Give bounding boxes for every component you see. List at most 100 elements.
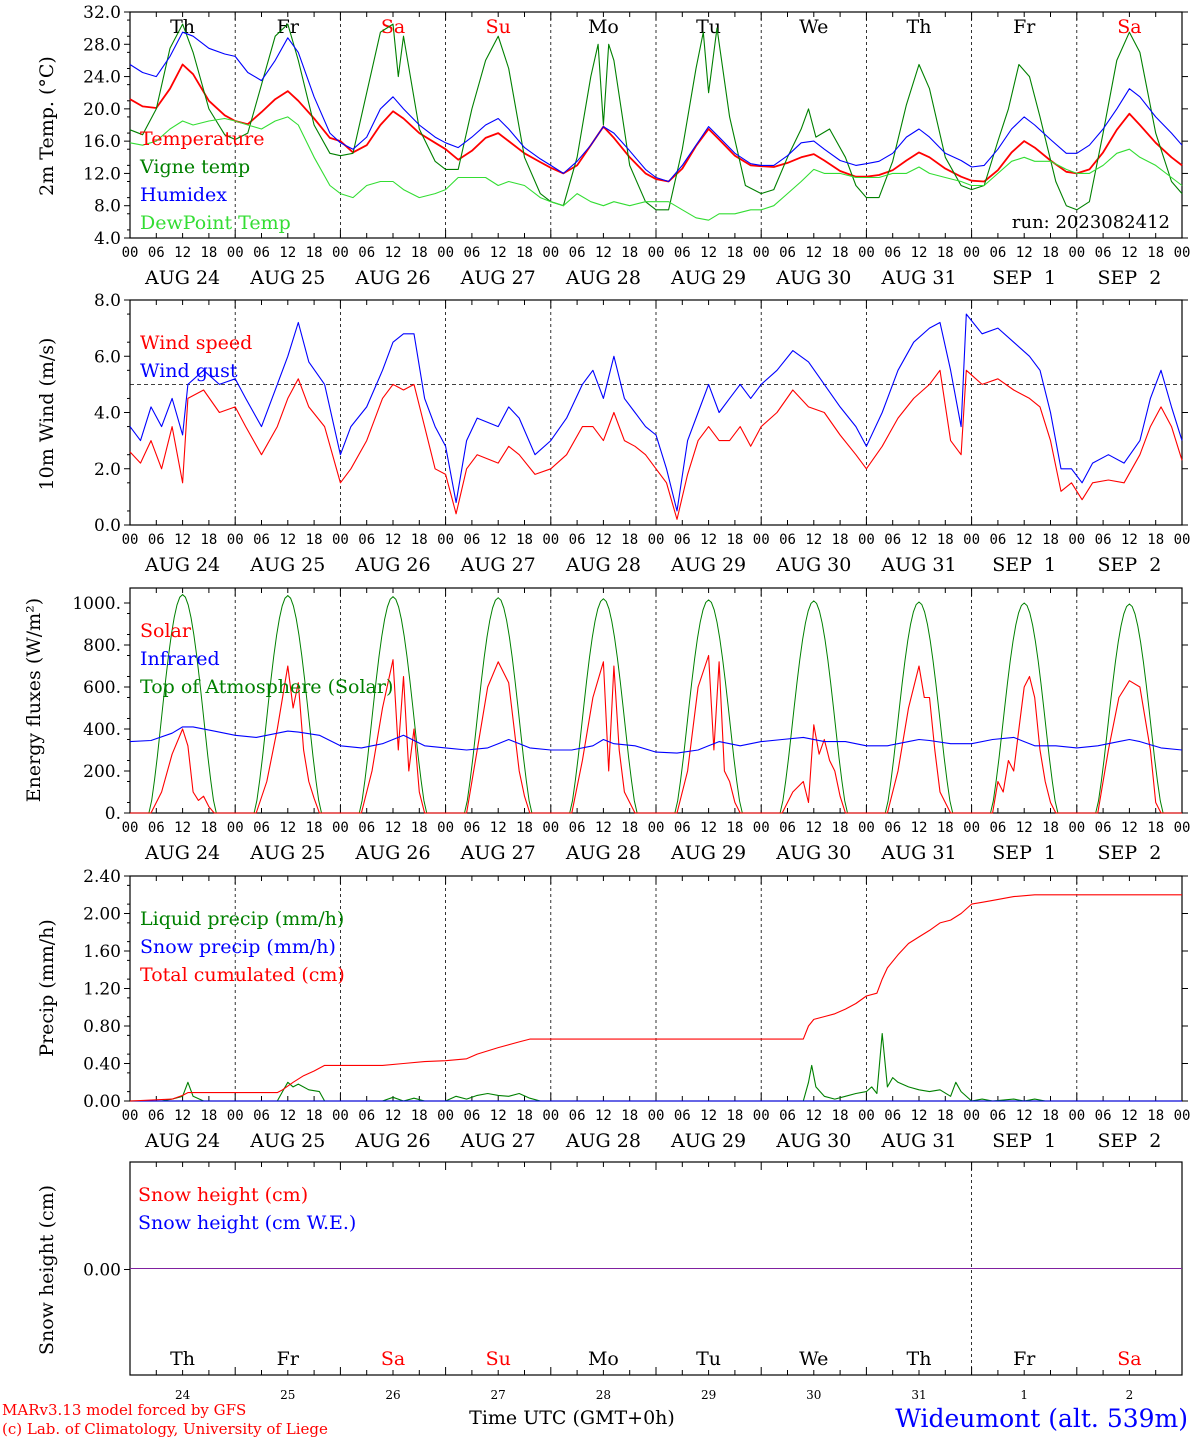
hour-label: 12 <box>490 532 507 548</box>
date-label: SEP 2 <box>1097 267 1161 289</box>
hour-label: 06 <box>1095 1108 1112 1124</box>
wind-legend-speed: Wind speed <box>140 332 252 354</box>
hour-label: 18 <box>832 1108 849 1124</box>
hour-label: 12 <box>805 1108 822 1124</box>
hour-label: 06 <box>358 820 375 836</box>
hour-label: 12 <box>279 820 296 836</box>
y-tick-label: 800. <box>83 636 121 656</box>
hour-label: 12 <box>174 245 191 261</box>
hour-label: 12 <box>805 820 822 836</box>
hour-label: 06 <box>569 820 586 836</box>
hour-label: 06 <box>253 1108 270 1124</box>
date-label: AUG 30 <box>775 1130 851 1152</box>
hour-label: 00 <box>858 245 875 261</box>
snow-legend-we: Snow height (cm W.E.) <box>138 1212 356 1234</box>
hour-label: 00 <box>332 532 349 548</box>
hour-label: 00 <box>1068 1108 1085 1124</box>
hour-label: 12 <box>490 245 507 261</box>
series-line-wind-speed <box>129 369 1183 520</box>
hour-label: 12 <box>385 532 402 548</box>
hour-label: 00 <box>332 1108 349 1124</box>
hour-label: 06 <box>674 1108 691 1124</box>
y-tick-label: 1.60 <box>83 942 121 962</box>
hour-label: 18 <box>516 532 533 548</box>
y-tick-label: 400. <box>83 720 121 740</box>
weekday-label: Th <box>170 1348 195 1370</box>
weekday-label: Tu <box>696 16 721 38</box>
y-tick-label: 8.0 <box>94 197 121 217</box>
hour-label: 12 <box>700 532 717 548</box>
day-number-label: 2 <box>1126 1388 1134 1402</box>
date-label: AUG 28 <box>565 1130 641 1152</box>
hour-label: 06 <box>569 532 586 548</box>
date-label: SEP 1 <box>992 554 1056 576</box>
series-line-total-cumulated-cm <box>129 894 1182 1102</box>
hour-label: 06 <box>463 532 480 548</box>
hour-label: 00 <box>542 1108 559 1124</box>
date-label: AUG 26 <box>354 842 430 864</box>
weekday-label: We <box>799 16 828 38</box>
hour-label: 12 <box>700 820 717 836</box>
hour-label: 00 <box>858 820 875 836</box>
hour-label: 18 <box>306 820 323 836</box>
weekday-label: Fr <box>277 1348 300 1370</box>
hour-label: 06 <box>674 820 691 836</box>
hour-label: 12 <box>911 820 928 836</box>
precip-axis-title: Precip (mm/h) <box>36 919 58 1057</box>
date-label: SEP 2 <box>1097 842 1161 864</box>
date-label: AUG 25 <box>249 554 325 576</box>
hour-label: 06 <box>1095 820 1112 836</box>
y-tick-label: 1.20 <box>83 980 121 1000</box>
date-label: AUG 27 <box>460 842 536 864</box>
day-number-label: 1 <box>1020 1388 1028 1402</box>
date-label: AUG 29 <box>670 554 746 576</box>
date-label: AUG 31 <box>880 1130 956 1152</box>
hour-label: 18 <box>726 532 743 548</box>
hour-label: 06 <box>779 245 796 261</box>
hour-label: 18 <box>832 820 849 836</box>
hour-label: 06 <box>253 532 270 548</box>
hour-label: 12 <box>490 1108 507 1124</box>
wind-legend-gust: Wind gust <box>140 360 238 382</box>
hour-label: 12 <box>595 820 612 836</box>
hour-label: 06 <box>779 532 796 548</box>
hour-label: 00 <box>122 532 139 548</box>
hour-label: 00 <box>753 245 770 261</box>
hour-label: 06 <box>148 532 165 548</box>
hour-label: 18 <box>200 1108 217 1124</box>
hour-label: 18 <box>1042 1108 1059 1124</box>
hour-label: 00 <box>437 245 454 261</box>
hour-label: 18 <box>937 1108 954 1124</box>
weekday-label: Fr <box>1013 1348 1036 1370</box>
weekday-label: Fr <box>1013 16 1036 38</box>
hour-label: 18 <box>726 245 743 261</box>
day-number-label: 30 <box>806 1388 821 1402</box>
hour-label: 00 <box>753 532 770 548</box>
hour-label: 00 <box>542 820 559 836</box>
hour-label: 00 <box>858 532 875 548</box>
energy-panel: 0. 200. 400. 600. 800. 1000. 00 06 12 18 AUG 24 00 0… <box>72 587 1190 864</box>
date-label: AUG 25 <box>249 1130 325 1152</box>
run-label: run: 2023082412 <box>1012 212 1170 233</box>
hour-label: 12 <box>1121 1108 1138 1124</box>
hour-label: 06 <box>463 820 480 836</box>
y-tick-label: 16.0 <box>83 132 121 152</box>
weekday-label: We <box>799 1348 828 1370</box>
hour-label: 00 <box>1068 820 1085 836</box>
model-credit: MARv3.13 model forced by GFS <box>2 1401 246 1419</box>
hour-label: 00 <box>858 1108 875 1124</box>
hour-label: 00 <box>648 245 665 261</box>
hour-label: 00 <box>648 1108 665 1124</box>
hour-label: 06 <box>674 245 691 261</box>
hour-label: 12 <box>490 820 507 836</box>
y-tick-label: 12.0 <box>83 164 121 184</box>
date-label: AUG 27 <box>460 554 536 576</box>
y-tick-label: 600. <box>83 678 121 698</box>
snow-legend-height: Snow height (cm) <box>138 1184 308 1206</box>
date-label: AUG 31 <box>880 554 956 576</box>
hour-label: 06 <box>253 245 270 261</box>
precip-panel: 0.00 0.40 0.80 1.20 1.60 2.00 2.40 00 06 12 18 AUG … <box>83 867 1190 1152</box>
date-label: SEP 2 <box>1097 1130 1161 1152</box>
temperature-legend-vigne: Vigne temp <box>139 156 250 178</box>
hour-label: 12 <box>174 1108 191 1124</box>
